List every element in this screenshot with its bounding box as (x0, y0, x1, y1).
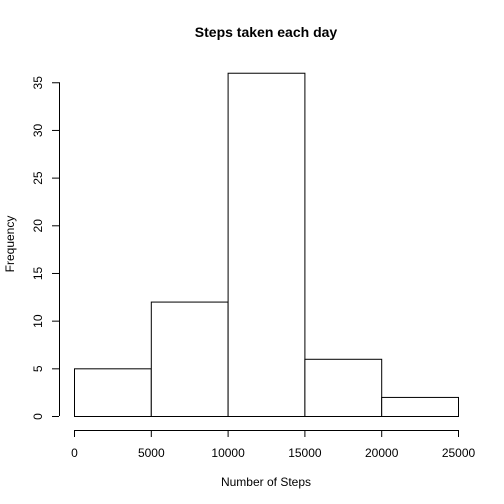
x-tick-label-2: 10000 (211, 446, 245, 460)
y-tick-label-2: 10 (31, 314, 45, 328)
y-tick-label-6: 30 (31, 123, 45, 137)
histogram-bar-0 (74, 368, 152, 418)
y-tick-label-7: 35 (31, 76, 45, 90)
x-tick-label-0: 0 (71, 446, 78, 460)
x-tick-label-1: 5000 (138, 446, 165, 460)
y-tick-label-3: 15 (31, 266, 45, 280)
histogram-bar-4 (381, 396, 460, 417)
histogram-bar-1 (150, 301, 229, 418)
x-tick-label-3: 15000 (288, 446, 322, 460)
bars-group (74, 72, 460, 418)
chart-title: Steps taken each day (195, 24, 338, 40)
histogram-bar-2 (227, 72, 306, 417)
y-tick-label-5: 25 (31, 171, 45, 185)
y-tick-label-1: 5 (31, 365, 45, 372)
histogram-bar-3 (304, 358, 383, 417)
x-axis: 0 5000 10000 15000 20000 25000 (71, 430, 476, 460)
x-tick-label-5: 25000 (442, 446, 476, 460)
y-axis-label: Frequency (3, 216, 17, 273)
x-tick-label-4: 20000 (365, 446, 399, 460)
x-axis-label: Number of Steps (221, 475, 311, 489)
y-tick-label-4: 20 (31, 219, 45, 233)
y-tick-label-0: 0 (31, 413, 45, 420)
y-axis: 0 5 10 15 20 25 30 35 (31, 76, 60, 420)
